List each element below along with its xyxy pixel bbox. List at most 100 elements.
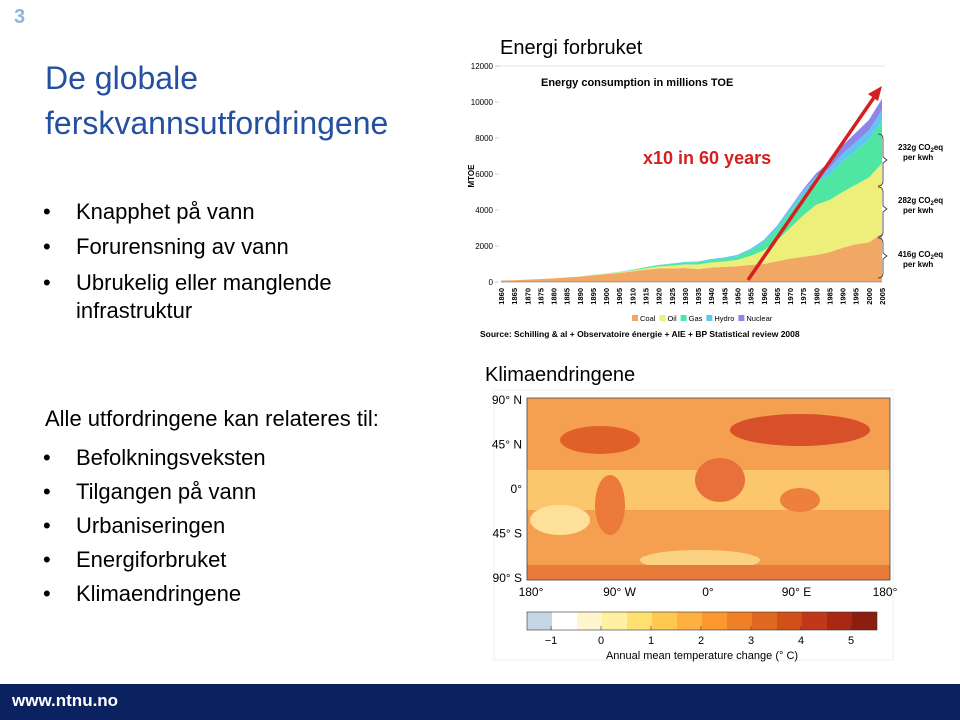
- map-frame: [526, 397, 891, 581]
- lon-label: 90° W: [603, 585, 636, 599]
- source: Source: Schilling & al + Observatoire én…: [480, 329, 800, 339]
- temperature-map: [526, 397, 891, 581]
- x-tick-label: 1960: [760, 288, 769, 305]
- x-tick-label: 1885: [563, 288, 572, 305]
- legend-swatch: [632, 315, 638, 321]
- map-region: [730, 414, 870, 446]
- legend-swatch: [706, 315, 713, 321]
- chart-title: Energy consumption in millions TOE: [541, 77, 734, 89]
- x-tick-label: 1990: [839, 288, 848, 305]
- x-tick-label: 1910: [628, 288, 637, 305]
- map-heading: Klimaendringene: [485, 364, 636, 386]
- colorbar-tick-label: 2: [698, 635, 704, 647]
- chart-heading: Energi forbruket: [500, 37, 643, 60]
- legend-label: Nuclear: [746, 314, 772, 323]
- lon-label: 180°: [873, 585, 898, 599]
- colorbar-tick-label: 4: [798, 635, 804, 647]
- x-tick-label: 1950: [733, 288, 742, 305]
- x-tick-label: 1970: [786, 288, 795, 305]
- map-region: [530, 505, 590, 535]
- bullet: Tilgangen på vann: [43, 479, 256, 505]
- map-region: [695, 458, 745, 502]
- x-tick-label: 1860: [497, 288, 506, 305]
- bullet: Befolkningsveksten: [43, 445, 266, 471]
- y-tick-label: 0: [489, 278, 494, 287]
- colorbar-segment: [802, 612, 827, 630]
- x-tick-label: 1980: [812, 288, 821, 305]
- map-region: [560, 426, 640, 454]
- x-tick-label: 1905: [615, 288, 624, 305]
- area: [501, 163, 882, 281]
- lon-label: 180°: [519, 585, 544, 599]
- x-tick-label: 1975: [799, 288, 808, 305]
- bracket: [877, 237, 888, 279]
- emission-value: 282g CO: [898, 196, 930, 205]
- y-tick-label: 12000: [471, 62, 494, 71]
- colorbar-segment: [602, 612, 627, 630]
- lat-label: 90° S: [493, 571, 522, 585]
- footer-bar: [0, 684, 960, 720]
- map-region: [527, 565, 890, 580]
- lat-label: 45° S: [493, 527, 522, 541]
- x-tick-label: 1935: [694, 288, 703, 305]
- lat-label: 90° N: [492, 393, 522, 407]
- bullet: Urbaniseringen: [43, 513, 225, 539]
- title-line: De globale: [45, 60, 198, 96]
- x-tick-label: 1875: [536, 288, 545, 305]
- x-tick-label: 1955: [747, 288, 756, 305]
- colorbar-tick-label: 1: [648, 635, 654, 647]
- emission-label: 416g CO2eq: [898, 250, 943, 261]
- lat-label: 45° N: [492, 438, 522, 452]
- footer-url: www.ntnu.no: [12, 691, 119, 710]
- emission-suffix: eq: [934, 143, 943, 152]
- colorbar-segment: [627, 612, 652, 630]
- x-tick-label: 1925: [668, 288, 677, 305]
- x-tick-label: 1965: [773, 288, 782, 305]
- emission-suffix: eq: [934, 196, 943, 205]
- x-tick-label: 1880: [550, 288, 559, 305]
- lat-label: 0°: [511, 482, 523, 496]
- y-tick-label: 6000: [475, 170, 493, 179]
- colorbar-segment: [752, 612, 777, 630]
- x-tick-label: 1920: [655, 288, 664, 305]
- legend-swatch: [680, 315, 687, 321]
- emission-sub: 2: [930, 201, 934, 207]
- colorbar-tick-label: 5: [848, 635, 854, 647]
- bullet: Forurensning av vann: [43, 234, 289, 260]
- emission-sub: 2: [930, 148, 934, 154]
- colorbar-frame: [526, 611, 878, 631]
- x-tick-label: 1945: [720, 288, 729, 305]
- emission-unit: per kwh: [903, 206, 933, 215]
- colorbar-segment: [527, 612, 552, 630]
- colorbar-segment: [677, 612, 702, 630]
- x-tick-label: 1865: [510, 288, 519, 305]
- legend-label: Gas: [689, 314, 703, 323]
- bullet: Ubrukelig eller manglende infrastruktur: [43, 269, 376, 325]
- x-tick-label: 1900: [602, 288, 611, 305]
- legend-label: Coal: [640, 314, 656, 323]
- x-tick-label: 1870: [523, 288, 532, 305]
- colorbar-segment: [727, 612, 752, 630]
- arrow-head: [868, 86, 882, 101]
- legend-label: Hydro: [714, 314, 734, 323]
- x-tick-label: 1940: [707, 288, 716, 305]
- emission-sub: 2: [930, 255, 934, 261]
- emission-unit: per kwh: [903, 260, 933, 269]
- colorbar-tick-label: −1: [545, 635, 558, 647]
- map-region: [780, 488, 820, 512]
- y-tick-label: 2000: [475, 242, 493, 251]
- colorbar-tick-label: 0: [598, 635, 604, 647]
- annotation: x10 in 60 years: [643, 148, 772, 168]
- intro: Alle utfordringene kan relateres til:: [45, 406, 379, 431]
- legend-swatch: [659, 315, 666, 321]
- emission-label: 232g CO2eq: [898, 143, 943, 154]
- colorbar-segment: [652, 612, 677, 630]
- colorbar-label: Annual mean temperature change (° C): [606, 650, 798, 662]
- legend-swatch: [738, 315, 745, 321]
- x-tick-label: 1985: [825, 288, 834, 305]
- area: [501, 233, 882, 282]
- emission-unit: per kwh: [903, 153, 933, 162]
- lon-label: 0°: [702, 585, 714, 599]
- colorbar-segment: [777, 612, 802, 630]
